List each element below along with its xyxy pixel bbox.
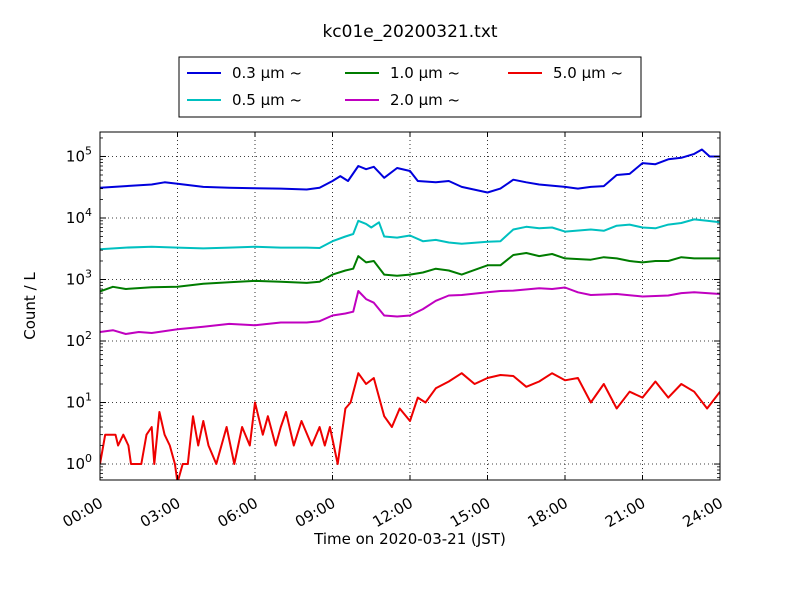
x-tick-label: 21:00 — [602, 494, 648, 531]
y-tick-exponent: 2 — [85, 329, 92, 342]
y-tick-exponent: 1 — [85, 391, 92, 404]
y-tick-base: 10 — [66, 270, 85, 288]
y-tick-base: 10 — [66, 455, 85, 473]
y-tick-label: 105 — [66, 144, 92, 165]
series-layer — [100, 148, 720, 480]
series-line-3 — [100, 286, 720, 335]
legend-label: 5.0 μm ~ — [553, 64, 623, 82]
series-line-2 — [100, 252, 720, 293]
y-tick-exponent: 4 — [85, 206, 92, 219]
series-line-1 — [100, 218, 720, 251]
series-line-0 — [100, 148, 720, 194]
y-tick-base: 10 — [66, 332, 85, 350]
legend: 0.3 μm ~ 0.5 μm ~ 1.0 μm ~ 2.0 μm ~ 5.0 μm ~ — [178, 56, 642, 118]
chart-title: kc01e_20200321.txt — [322, 22, 497, 42]
y-tick-label: 102 — [66, 329, 92, 350]
x-tick-label: 15:00 — [447, 494, 493, 531]
y-tick-base: 10 — [66, 209, 85, 227]
legend-label: 1.0 μm ~ — [390, 64, 460, 82]
y-tick-label: 101 — [66, 391, 92, 412]
y-tick-label: 104 — [66, 206, 92, 227]
x-axis-label: Time on 2020-03-21 (JST) — [313, 530, 506, 548]
legend-label: 0.5 μm ~ — [232, 91, 302, 109]
y-tick-exponent: 5 — [85, 144, 92, 157]
x-tick-label: 03:00 — [137, 494, 183, 531]
legend-box — [178, 56, 642, 118]
x-tick-label: 12:00 — [370, 494, 416, 531]
gridlines — [100, 132, 720, 480]
x-tick-label: 00:00 — [60, 494, 106, 531]
legend-label: 2.0 μm ~ — [390, 91, 460, 109]
y-tick-exponent: 0 — [85, 452, 92, 465]
y-tick-label: 100 — [66, 452, 92, 473]
y-axis-label: Count / L — [21, 272, 39, 340]
y-tick-base: 10 — [66, 147, 85, 165]
y-tick-label: 103 — [66, 267, 92, 288]
legend-label: 0.3 μm ~ — [232, 64, 302, 82]
series-line-4 — [100, 372, 720, 480]
x-tick-label: 18:00 — [525, 494, 571, 531]
x-tick-label: 06:00 — [215, 494, 261, 531]
y-tick-exponent: 3 — [85, 267, 92, 280]
x-tick-label: 24:00 — [680, 494, 726, 531]
x-tick-label: 09:00 — [292, 494, 338, 531]
y-tick-base: 10 — [66, 394, 85, 412]
